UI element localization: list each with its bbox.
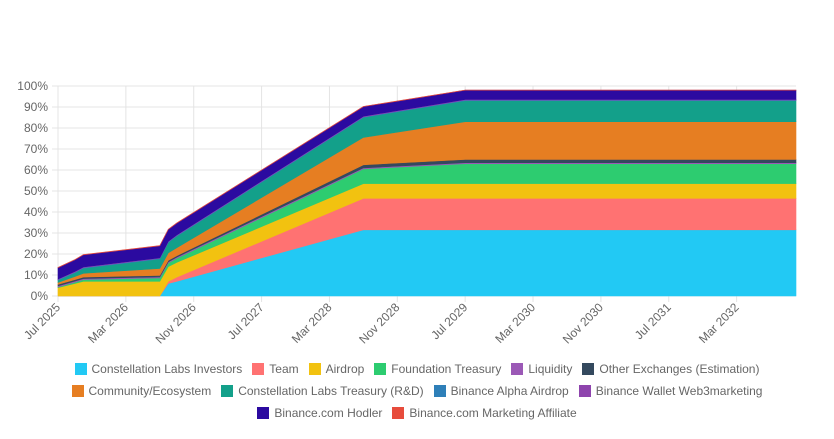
legend-item[interactable]: Binance.com Hodler — [257, 406, 382, 420]
x-tick-label: Mar 2032 — [696, 300, 742, 346]
legend-item[interactable]: Foundation Treasury — [374, 362, 501, 376]
legend-label: Binance.com Hodler — [274, 406, 383, 420]
legend-item[interactable]: Team — [252, 362, 299, 376]
legend-row: Constellation Labs Investors Team Airdrop F… — [0, 358, 834, 380]
legend-label: Binance.com Marketing Affiliate — [409, 406, 577, 420]
y-tick-label: 80% — [24, 121, 48, 135]
legend-swatch — [71, 385, 84, 397]
y-tick-label: 90% — [24, 100, 48, 114]
x-tick-label: Nov 2030 — [560, 300, 606, 346]
legend-swatch — [582, 363, 595, 375]
legend-item[interactable]: Airdrop — [308, 362, 365, 376]
legend-swatch — [511, 363, 524, 375]
y-tick-label: 40% — [24, 205, 48, 219]
stacked-area-chart: 0% 10% 20% 30% 40% 50% 60% 70% 80% 90% 100% Jul 20… — [17, 79, 797, 346]
x-tick-label: Jul 2031 — [632, 300, 674, 342]
legend-swatch — [252, 363, 265, 375]
legend-label: Foundation Treasury — [391, 362, 502, 376]
legend-label: Other Exchanges (Estimation) — [599, 362, 760, 376]
legend-item[interactable]: Other Exchanges (Estimation) — [582, 362, 759, 376]
legend-swatch — [374, 363, 387, 375]
x-axis-ticks: Jul 2025 Mar 2026 Nov 2026 Jul 2027 Mar 2028… — [21, 300, 742, 346]
legend-label: Binance Wallet Web3marketing — [595, 384, 763, 398]
legend-item[interactable]: Binance.com Marketing Affiliate — [392, 406, 577, 420]
x-tick-label: Jul 2025 — [21, 300, 63, 342]
x-tick-label: Mar 2026 — [85, 300, 131, 346]
x-tick-label: Mar 2030 — [492, 300, 538, 346]
x-tick-label: Nov 2026 — [153, 300, 199, 346]
legend-label: Community/Ecosystem — [88, 384, 212, 398]
legend-swatch — [308, 363, 321, 375]
legend-label: Binance Alpha Airdrop — [450, 384, 569, 398]
y-tick-label: 100% — [17, 79, 48, 93]
y-tick-label: 0% — [31, 289, 49, 303]
legend-swatch — [578, 385, 591, 397]
legend-item[interactable]: Binance Alpha Airdrop — [433, 384, 569, 398]
legend-item[interactable]: Constellation Labs Investors — [74, 362, 243, 376]
legend-item[interactable]: Liquidity — [511, 362, 572, 376]
chart-legend: Constellation Labs Investors Team Airdrop F… — [0, 358, 834, 424]
legend-item[interactable]: Binance Wallet Web3marketing — [578, 384, 763, 398]
legend-swatch — [392, 407, 405, 419]
legend-label: Constellation Labs Investors — [91, 362, 243, 376]
y-tick-label: 10% — [24, 268, 48, 282]
legend-swatch — [433, 385, 446, 397]
y-tick-label: 30% — [24, 226, 48, 240]
y-tick-label: 60% — [24, 163, 48, 177]
legend-label: Constellation Labs Treasury (R&D) — [238, 384, 424, 398]
legend-swatch — [221, 385, 234, 397]
x-tick-label: Jul 2027 — [225, 300, 267, 342]
y-axis-ticks: 0% 10% 20% 30% 40% 50% 60% 70% 80% 90% 100% — [17, 79, 48, 303]
legend-swatch — [74, 363, 87, 375]
chart-areas — [57, 89, 797, 297]
legend-row: Binance.com Hodler Binance.com Marketing … — [0, 402, 834, 424]
x-tick-label: Jul 2029 — [428, 300, 470, 342]
legend-label: Team — [269, 362, 299, 376]
y-tick-label: 70% — [24, 142, 48, 156]
area-series — [57, 89, 797, 269]
x-tick-label: Nov 2028 — [356, 300, 402, 346]
legend-item[interactable]: Constellation Labs Treasury (R&D) — [221, 384, 424, 398]
legend-label: Airdrop — [325, 362, 365, 376]
y-tick-label: 20% — [24, 247, 48, 261]
legend-label: Liquidity — [528, 362, 573, 376]
x-tick-label: Mar 2028 — [289, 300, 335, 346]
legend-item[interactable]: Community/Ecosystem — [71, 384, 212, 398]
legend-row: Community/Ecosystem Constellation Labs Tr… — [0, 380, 834, 402]
y-tick-label: 50% — [24, 184, 48, 198]
legend-swatch — [257, 407, 270, 419]
